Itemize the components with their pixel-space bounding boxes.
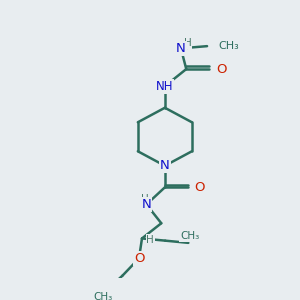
Text: H: H xyxy=(141,194,149,205)
Text: CH₃: CH₃ xyxy=(180,231,200,241)
Text: H: H xyxy=(146,235,154,245)
Text: CH₃: CH₃ xyxy=(93,292,112,300)
Text: N: N xyxy=(160,159,170,172)
Text: N: N xyxy=(176,42,186,55)
Text: O: O xyxy=(216,63,226,76)
Text: H: H xyxy=(184,38,191,48)
Text: N: N xyxy=(142,198,151,211)
Text: NH: NH xyxy=(156,80,174,93)
Text: O: O xyxy=(195,181,205,194)
Text: CH₃: CH₃ xyxy=(218,41,239,51)
Text: O: O xyxy=(134,252,144,265)
